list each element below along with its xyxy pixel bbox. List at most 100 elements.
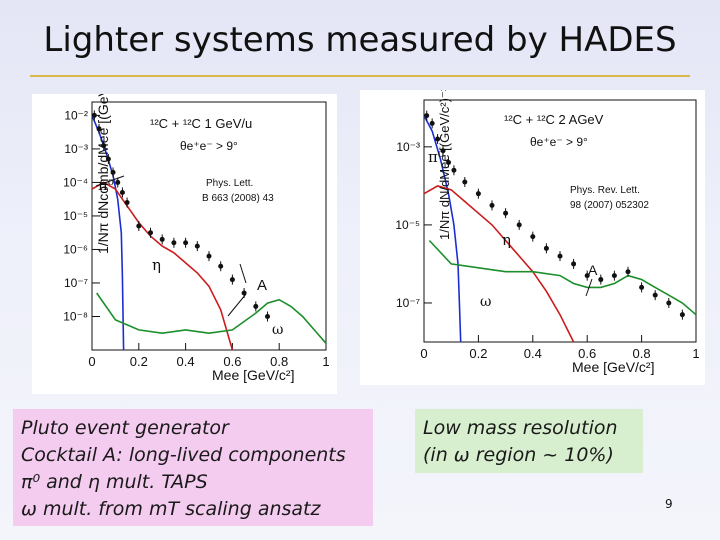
curve-eta (91, 181, 234, 351)
data-point (440, 148, 446, 154)
data-point (639, 284, 645, 290)
left-omega-label: ω (272, 322, 283, 338)
right-data-points (424, 110, 685, 320)
left-pi0-arrow (95, 175, 125, 187)
right-reference-line1: Phys. Rev. Lett. (570, 185, 640, 196)
right-xlabel: Mee [GeV/c²] (572, 359, 654, 375)
data-point (119, 189, 125, 195)
cocktail-notes: Pluto event generator Cocktail A: long-l… (13, 409, 373, 526)
data-point (91, 112, 97, 118)
x-tick-label: 0 (420, 346, 427, 361)
x-tick-label: 0 (88, 354, 95, 369)
left-eta-label: η (152, 256, 161, 274)
data-point (110, 169, 116, 175)
data-point (445, 159, 451, 165)
left-ylabel: 1/Nπ dNcomb/dMee [(GeV/c²)⁻¹] (95, 94, 111, 254)
page-number: 9 (665, 497, 673, 511)
data-point (516, 222, 522, 228)
y-tick-label: 10⁻⁷ (64, 276, 88, 290)
data-point (183, 240, 189, 246)
curve-omega (96, 292, 327, 344)
left-A-arrow-up (239, 263, 247, 284)
curve-omega (428, 239, 697, 316)
data-point (115, 179, 121, 185)
note-line: (in ω region ~ 10%) (423, 444, 614, 466)
curve-pi0 (423, 115, 462, 343)
data-point (159, 236, 165, 242)
data-point (584, 273, 590, 279)
curve-pi0 (91, 115, 125, 351)
resolution-notes: Low mass resolution (in ω region ~ 10%) (415, 409, 643, 473)
left-A-label: A (257, 277, 267, 294)
left-A-arrow-down (227, 293, 247, 317)
data-point (429, 120, 435, 126)
left-cut-label: θe⁺e⁻ > 9° (180, 139, 238, 153)
note-line: π⁰ and η mult. TAPS (21, 471, 208, 493)
right-ylabel: 1/Nπ dN/dMee [(GeV/c²)⁻¹] (437, 90, 452, 240)
y-tick-label: 10⁻⁵ (395, 218, 420, 232)
right-system-label: ¹²C + ¹²C 2 AGeV (504, 112, 604, 127)
right-cut-label: θe⁺e⁻ > 9° (530, 135, 588, 149)
y-tick-label: 10⁻⁶ (63, 242, 88, 256)
data-point (557, 253, 563, 259)
curve-eta (423, 185, 575, 343)
note-line: ω mult. from mT scaling ansatz (21, 498, 321, 520)
right-plot-frame (423, 99, 697, 343)
data-point (229, 277, 235, 283)
data-point (148, 230, 153, 236)
data-point (265, 313, 270, 319)
title-rule (30, 75, 690, 77)
data-point (530, 234, 536, 240)
left-pi0-label: π⁰ (98, 176, 114, 194)
data-point (424, 113, 430, 119)
data-point (253, 303, 259, 309)
right-A-label: A (588, 262, 598, 278)
data-point (666, 300, 672, 306)
y-tick-label: 10⁻⁵ (63, 209, 88, 223)
left-plot-svg: 0 0.2 0.4 0.6 0.8 1 10⁻² 10⁻³ 10⁻⁴ 10⁻⁵ 10⁻⁶ 10⁻⁷ 10… (63, 94, 330, 383)
x-tick-label: 1 (692, 346, 699, 361)
data-point (503, 210, 509, 216)
y-tick-label: 10⁻⁴ (63, 175, 88, 189)
data-point (679, 312, 685, 318)
data-point (171, 240, 177, 246)
x-tick-label: 0.2 (130, 354, 148, 369)
y-tick-label: 10⁻⁷ (396, 296, 420, 310)
data-point (489, 202, 495, 208)
right-omega-label: ω (480, 294, 491, 310)
right-pi0-label: π⁰ (428, 148, 444, 166)
data-point (101, 143, 107, 149)
right-curves (423, 115, 697, 343)
data-point (652, 292, 658, 298)
data-point (105, 156, 111, 162)
x-tick-label: 0.8 (633, 346, 651, 361)
left-plot-panel: 0 0.2 0.4 0.6 0.8 1 10⁻² 10⁻³ 10⁻⁴ 10⁻⁵ 10⁻⁶ 10⁻⁷ 10… (32, 94, 337, 394)
x-tick-label: 0.2 (469, 346, 487, 361)
data-point (435, 136, 441, 142)
y-tick-label: 10⁻⁸ (63, 309, 88, 323)
left-system-label: ¹²C + ¹²C 1 GeV/u (150, 116, 252, 131)
x-tick-label: 0.6 (223, 354, 241, 369)
left-axes: 0 0.2 0.4 0.6 0.8 1 10⁻² 10⁻³ 10⁻⁴ 10⁻⁵ 10⁻⁶ 10⁻⁷ 10… (63, 101, 330, 369)
left-reference-line1: Phys. Lett. (206, 178, 253, 189)
right-A-arrow (585, 278, 593, 297)
left-plot-frame (91, 101, 327, 351)
x-tick-label: 0.8 (270, 354, 288, 369)
right-plot-panel: 0 0.2 0.4 0.6 0.8 1 10⁻³ 10⁻⁵ 10⁻⁷ ¹²C + ¹²C 2 A… (360, 90, 705, 385)
data-point (136, 223, 142, 229)
data-point (475, 191, 481, 197)
y-tick-label: 10⁻³ (64, 142, 88, 156)
data-point (206, 253, 212, 259)
x-tick-label: 0.4 (177, 354, 195, 369)
data-point (543, 245, 549, 251)
left-reference-line2: B 663 (2008) 43 (202, 193, 274, 204)
data-point (194, 243, 200, 249)
data-point (96, 126, 102, 132)
data-point (124, 200, 130, 206)
data-point (462, 179, 468, 185)
left-curves (91, 115, 327, 351)
right-plot-svg: 0 0.2 0.4 0.6 0.8 1 10⁻³ 10⁻⁵ 10⁻⁷ ¹²C + ¹²C 2 A… (395, 90, 699, 375)
data-point (451, 167, 457, 173)
data-point (625, 269, 631, 275)
y-tick-label: 10⁻³ (396, 140, 420, 154)
